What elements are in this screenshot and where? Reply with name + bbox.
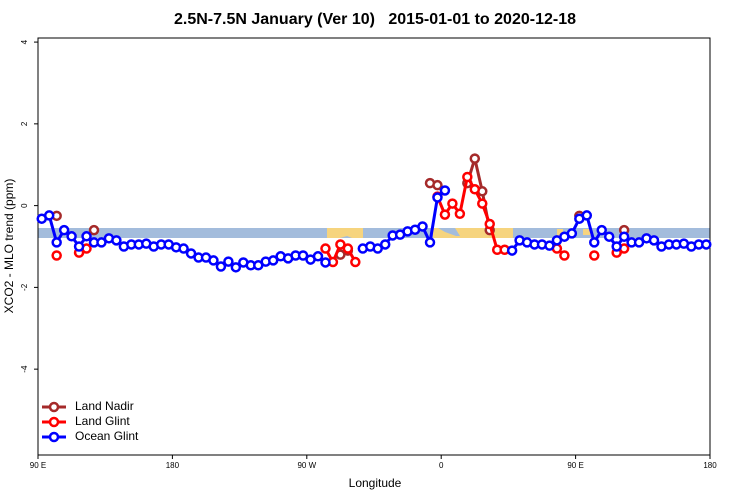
- land-ocean-strip: [38, 228, 710, 238]
- x-tick-label: 180: [703, 461, 717, 470]
- land-patch: [433, 228, 513, 238]
- series-point: [611, 241, 622, 252]
- chart-title: 2.5N-7.5N January (Ver 10) 2015-01-01 to…: [174, 11, 576, 28]
- y-axis-label: XCO2 - MLO trend (ppm): [2, 179, 16, 314]
- series-point: [596, 224, 607, 236]
- y-tick-label: 4: [20, 39, 29, 44]
- series-point: [432, 192, 443, 203]
- series-point: [633, 237, 645, 248]
- series-point: [51, 237, 62, 248]
- series-point: [701, 239, 712, 250]
- series-point: [618, 231, 630, 242]
- series-point: [589, 250, 600, 261]
- y-tick-label: 2: [20, 121, 29, 126]
- series-point: [111, 235, 122, 246]
- land-patch: [455, 228, 513, 236]
- legend-symbol: [48, 431, 60, 443]
- legend-symbol: [48, 401, 60, 413]
- series-point: [73, 241, 85, 252]
- series-point: [439, 209, 451, 220]
- series-point: [544, 240, 555, 251]
- series-point: [58, 224, 70, 236]
- land-patch: [327, 228, 363, 238]
- x-axis-label: Longitude: [349, 476, 402, 490]
- ocean-band: [38, 228, 710, 238]
- series-point: [469, 184, 481, 195]
- series-point: [320, 243, 331, 254]
- series-point: [312, 251, 324, 262]
- land-patch: [557, 229, 563, 237]
- series-point: [432, 179, 443, 191]
- series-point: [335, 239, 346, 250]
- series-point: [267, 255, 279, 266]
- series-point: [417, 221, 428, 232]
- y-tick-label: -2: [20, 283, 29, 291]
- legend-label: Land Glint: [75, 414, 130, 428]
- x-tick-label: 90 E: [30, 461, 46, 470]
- series-point: [462, 171, 473, 183]
- series-point: [320, 257, 331, 268]
- legend-label: Ocean Glint: [75, 429, 139, 443]
- series-point: [477, 198, 488, 209]
- series-point: [454, 208, 466, 220]
- series-point: [424, 237, 436, 248]
- x-tick-label: 90 E: [567, 461, 583, 470]
- series-point: [51, 250, 62, 261]
- series-point: [506, 245, 518, 256]
- series-point: [484, 218, 495, 230]
- series-point: [81, 231, 92, 242]
- series-point: [96, 237, 107, 248]
- x-tick-label: 0: [439, 461, 444, 470]
- y-tick-label: -4: [20, 365, 29, 373]
- series-point: [603, 231, 615, 242]
- series-point: [439, 185, 451, 196]
- x-tick-label: 90 W: [297, 461, 316, 470]
- series-point: [379, 239, 391, 250]
- series-point: [185, 248, 197, 259]
- series-point: [215, 261, 227, 272]
- series-point: [342, 243, 354, 254]
- series-point: [178, 243, 189, 254]
- series-point: [66, 231, 77, 242]
- series-point: [230, 262, 242, 273]
- series-point: [589, 237, 600, 248]
- x-tick-label: 180: [166, 461, 180, 470]
- series-point: [223, 256, 234, 267]
- series-point: [469, 153, 481, 164]
- legend-label: Land Nadir: [75, 399, 134, 413]
- series-point: [88, 224, 100, 236]
- series-point: [566, 228, 578, 239]
- series-point: [581, 210, 593, 221]
- series-point: [297, 250, 309, 261]
- series-point: [43, 210, 55, 221]
- y-tick-label: 0: [20, 203, 29, 208]
- series-point: [559, 250, 570, 261]
- land-patch: [583, 229, 591, 235]
- legend-symbol: [48, 416, 60, 428]
- series-point: [350, 256, 361, 268]
- plot-marks: [36, 153, 712, 273]
- series-point: [208, 255, 219, 266]
- series-point: [372, 243, 383, 254]
- series-point: [648, 235, 660, 246]
- series-point: [447, 198, 458, 209]
